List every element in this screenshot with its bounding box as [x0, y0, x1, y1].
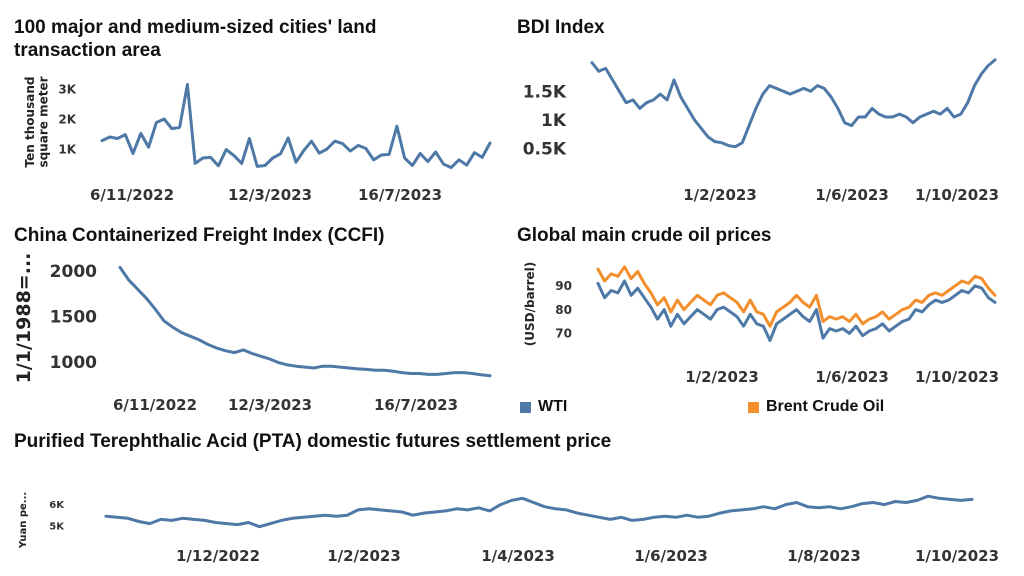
chart4-ytick-2: 90	[555, 279, 572, 293]
chart5-ytick-1: 6K	[49, 500, 65, 511]
legend-brent: Brent Crude Oil	[748, 398, 884, 416]
chart4-xtick-0: 1/2/2023	[685, 368, 759, 386]
chart2-title: BDI Index	[517, 17, 605, 38]
chart3-ylabel: 1/1/1988=...	[13, 253, 35, 384]
chart5-xtick-1: 1/2/2023	[327, 547, 401, 565]
chart4-xtick-1: 1/6/2023	[815, 368, 889, 386]
chart4-title: Global main crude oil prices	[517, 225, 772, 246]
chart2-xtick-1: 1/6/2023	[815, 186, 889, 204]
chart3-xtick-2: 16/7/2023	[374, 396, 458, 414]
legend-wti-label: WTI	[538, 398, 568, 415]
chart3-xtick-1: 12/3/2023	[228, 396, 312, 414]
chart1-ytick-1: 2K	[58, 112, 76, 126]
chart5-title: Purified Terephthalic Acid (PTA) domesti…	[14, 431, 612, 452]
chart4-xtick-2: 1/10/2023	[915, 368, 999, 386]
legend-wti: WTI	[520, 398, 567, 416]
chart3-xtick-0: 6/11/2022	[113, 396, 197, 414]
chart4-series-brent-crude-oil-line	[596, 265, 997, 328]
chart2-xtick-0: 1/2/2023	[683, 186, 757, 204]
chart1-ylabel: Ten thousandsquare meter	[23, 76, 51, 167]
chart1-xtick-0: 6/11/2022	[90, 186, 174, 204]
chart3-ytick-2: 2000	[50, 262, 97, 282]
legend-brent-swatch	[748, 401, 759, 413]
chart1-xtick-1: 12/3/2023	[228, 186, 312, 204]
chart2-series-0-line	[590, 58, 997, 149]
chart5-ytick-0: 5K	[49, 521, 65, 532]
chart4-ylabel: (USD/barrel)	[523, 262, 537, 346]
legend-wti-swatch	[520, 401, 531, 413]
chart5-xtick-2: 1/4/2023	[481, 547, 555, 565]
chart5-ylabel: Yuan pe...	[18, 492, 29, 549]
legend-brent-label: Brent Crude Oil	[766, 398, 885, 415]
chart5-xtick-4: 1/8/2023	[787, 547, 861, 565]
chart3-series-0-line	[118, 265, 492, 378]
chart4-ytick-1: 80	[555, 303, 572, 317]
chart3-ytick-1: 1500	[50, 307, 97, 327]
chart1-series-0-line	[100, 83, 492, 170]
chart3-ytick-0: 1000	[50, 353, 97, 373]
chart1-title: 100 major and medium-sized cities' land …	[14, 17, 377, 61]
chart5-xtick-5: 1/10/2023	[915, 547, 999, 565]
chart2-ytick-0: 0.5K	[523, 140, 567, 160]
chart2-xtick-2: 1/10/2023	[915, 186, 999, 204]
chart4-series-wti-line	[596, 279, 997, 342]
chart2-ytick-2: 1.5K	[523, 82, 567, 102]
chart5-xtick-3: 1/6/2023	[634, 547, 708, 565]
chart5-xtick-0: 1/12/2022	[176, 547, 260, 565]
chart1-xtick-2: 16/7/2023	[358, 186, 442, 204]
chart5-series-0-line	[104, 494, 974, 529]
chart3-title: China Containerized Freight Index (CCFI)	[14, 225, 385, 246]
chart1-ytick-0: 1K	[58, 142, 76, 156]
chart4-ytick-0: 70	[555, 327, 572, 341]
chart1-ytick-2: 3K	[58, 82, 76, 96]
chart2-ytick-1: 1K	[541, 111, 567, 131]
